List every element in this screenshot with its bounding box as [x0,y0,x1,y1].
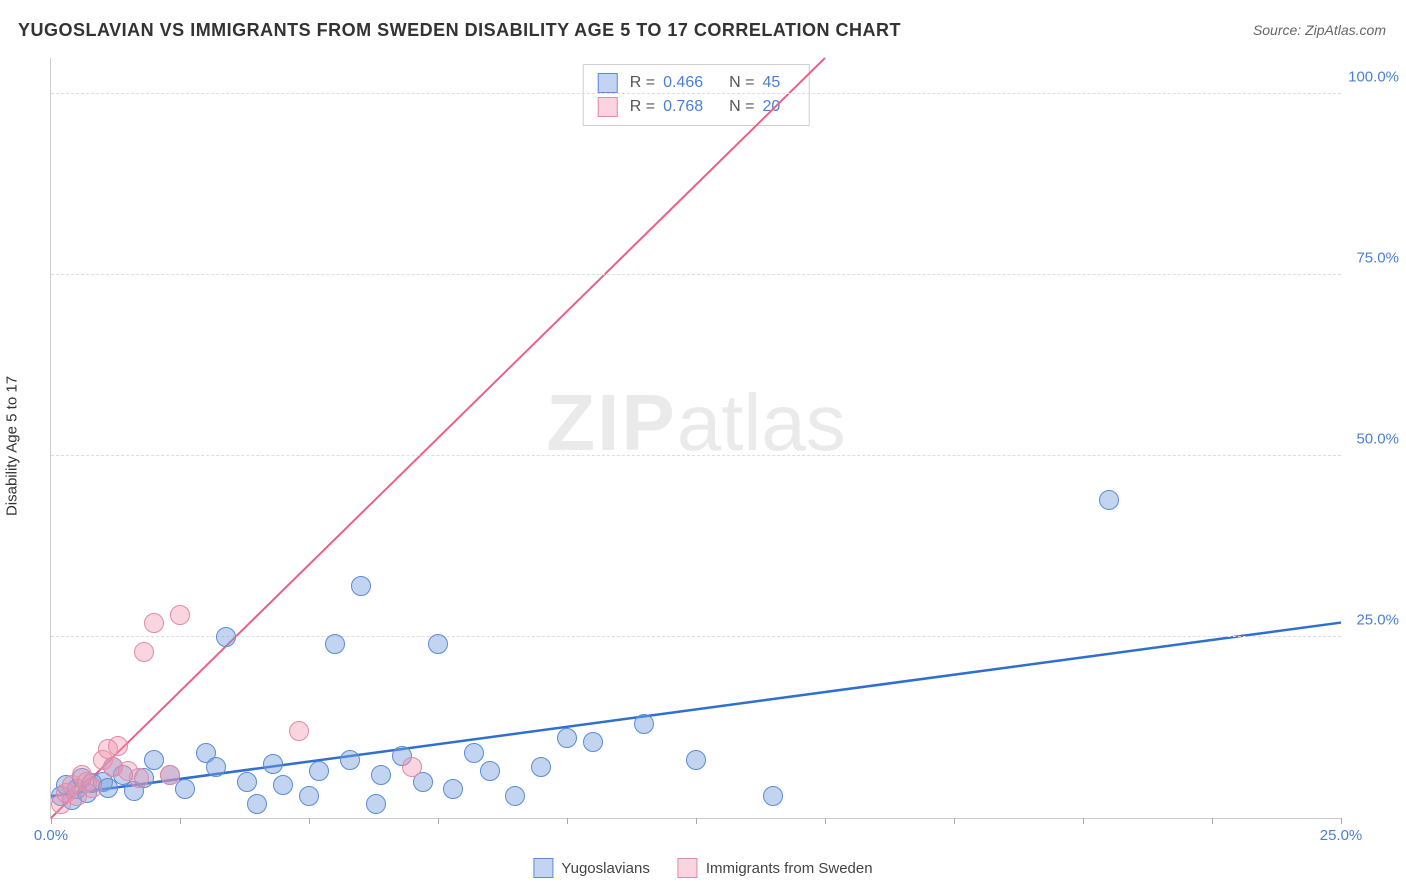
legend-R-value: 0.466 [663,74,703,92]
scatter-point [340,750,360,770]
scatter-point [1099,490,1119,510]
scatter-point [583,732,603,752]
scatter-point [402,757,422,777]
xtick [1341,818,1342,824]
xtick [567,818,568,824]
correlation-legend-row: R = 0.768 N = 20 [598,95,795,119]
ytick-label: 100.0% [1348,69,1399,86]
scatter-point [263,754,283,774]
scatter-point [144,613,164,633]
scatter-point [206,757,226,777]
scatter-point [443,779,463,799]
trend-line [51,58,825,818]
series-legend-item: Immigrants from Sweden [678,858,873,878]
xtick [1212,818,1213,824]
series-legend-label: Yugoslavians [561,860,649,877]
scatter-point [273,775,293,795]
scatter-point [480,761,500,781]
scatter-point [366,794,386,814]
xtick-label: 25.0% [1320,827,1363,844]
xtick [309,818,310,824]
legend-swatch [598,97,618,117]
xtick [954,818,955,824]
ytick-label: 25.0% [1356,612,1399,629]
scatter-point [505,786,525,806]
scatter-point [763,786,783,806]
trend-lines [51,58,1341,818]
scatter-point [175,779,195,799]
scatter-point [464,743,484,763]
scatter-point [247,794,267,814]
scatter-point [634,714,654,734]
gridline-h [51,636,1341,637]
legend-N-label: N = [729,74,754,92]
scatter-point [289,721,309,741]
watermark-bold: ZIP [546,378,676,467]
legend-swatch [678,858,698,878]
scatter-point [82,778,102,798]
xtick [180,818,181,824]
legend-N-label: N = [729,98,754,116]
legend-swatch [533,858,553,878]
scatter-point [237,772,257,792]
scatter-point [216,627,236,647]
legend-R-label: R = [630,74,655,92]
legend-R-value: 0.768 [663,98,703,116]
scatter-point [325,634,345,654]
plot-area: ZIPatlas R =0.466N =45R =0.768N =20 25.0… [50,58,1341,819]
scatter-point [557,728,577,748]
y-axis-label: Disability Age 5 to 17 [4,376,21,516]
scatter-point [299,786,319,806]
scatter-point [129,768,149,788]
scatter-point [531,757,551,777]
xtick [825,818,826,824]
series-legend: Yugoslavians Immigrants from Sweden [533,858,872,878]
xtick [696,818,697,824]
scatter-point [351,576,371,596]
scatter-point [134,642,154,662]
scatter-point [686,750,706,770]
ytick-label: 50.0% [1356,431,1399,448]
gridline-h [51,455,1341,456]
scatter-point [108,736,128,756]
xtick-label: 0.0% [34,827,68,844]
series-legend-label: Immigrants from Sweden [706,860,873,877]
correlation-legend: R = 0.466 N = 45 R = 0.768 N = 20 [583,64,810,126]
legend-N-value: 45 [762,74,780,92]
legend-swatch [598,73,618,93]
scatter-point [160,765,180,785]
chart-title: YUGOSLAVIAN VS IMMIGRANTS FROM SWEDEN DI… [18,20,901,41]
gridline-h [51,274,1341,275]
ytick-label: 75.0% [1356,250,1399,267]
trend-line [51,623,1341,797]
xtick [438,818,439,824]
xtick [1083,818,1084,824]
scatter-point [170,605,190,625]
xtick [51,818,52,824]
legend-N-value: 20 [762,98,780,116]
gridline-h [51,93,1341,94]
scatter-point [371,765,391,785]
watermark-light: atlas [677,378,846,467]
scatter-point [309,761,329,781]
scatter-point [428,634,448,654]
correlation-legend-row: R = 0.466 N = 45 [598,71,795,95]
legend-R-label: R = [630,98,655,116]
source-attribution: Source: ZipAtlas.com [1253,22,1386,38]
series-legend-item: Yugoslavians [533,858,649,878]
